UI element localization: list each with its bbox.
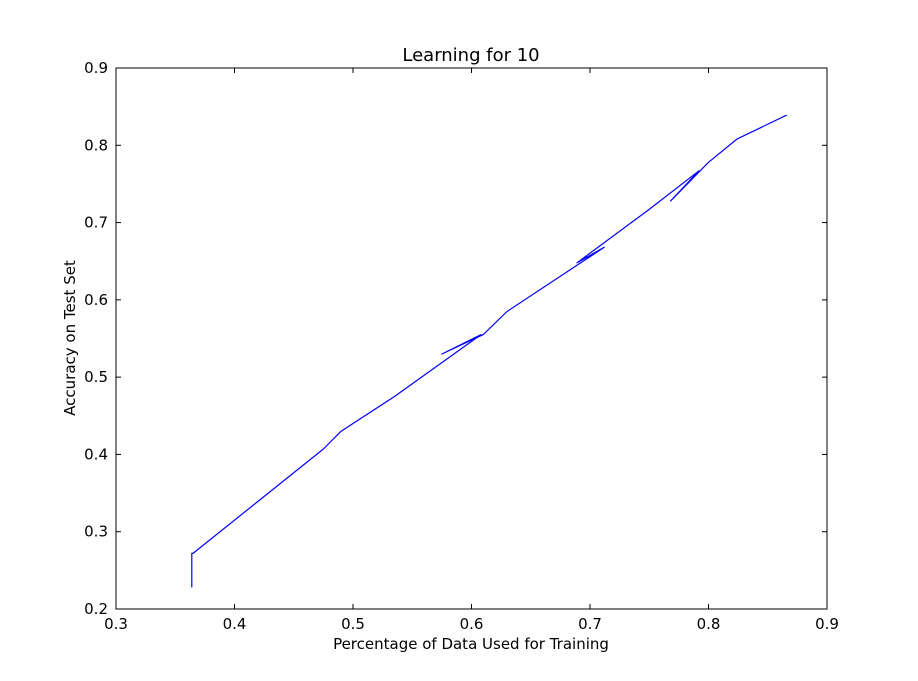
- x-axis-label: Percentage of Data Used for Training: [333, 635, 609, 653]
- y-tick-label: 0.5: [84, 368, 108, 386]
- x-tick-labels: 0.3 0.4 0.5 0.6 0.7 0.8 0.9: [104, 615, 839, 633]
- series-layer: [191, 114, 787, 588]
- y-tick-label: 0.2: [84, 600, 108, 618]
- y-tick-label: 0.7: [84, 214, 108, 232]
- x-tick-label: 0.7: [578, 615, 602, 633]
- x-tick-label: 0.6: [460, 615, 484, 633]
- x-tick-label: 0.8: [697, 615, 721, 633]
- series-line: [191, 114, 787, 588]
- x-tick-label: 0.5: [341, 615, 365, 633]
- plot-area: [116, 68, 827, 609]
- y-tick-label: 0.3: [84, 523, 108, 541]
- y-tick-label: 0.4: [84, 445, 108, 463]
- x-tick-label: 0.3: [104, 615, 128, 633]
- chart-title: Learning for 10: [402, 45, 539, 66]
- y-axis-label: Accuracy on Test Set: [61, 260, 79, 416]
- plot-frame: [115, 67, 828, 610]
- y-tick-labels: 0.2 0.3 0.4 0.5 0.6 0.7 0.8 0.9: [84, 59, 108, 618]
- x-tick-label: 0.9: [815, 615, 839, 633]
- y-tick-label: 0.6: [84, 291, 108, 309]
- y-tick-label: 0.8: [84, 136, 108, 154]
- x-tick-label: 0.4: [223, 615, 247, 633]
- y-tick-label: 0.9: [84, 59, 108, 77]
